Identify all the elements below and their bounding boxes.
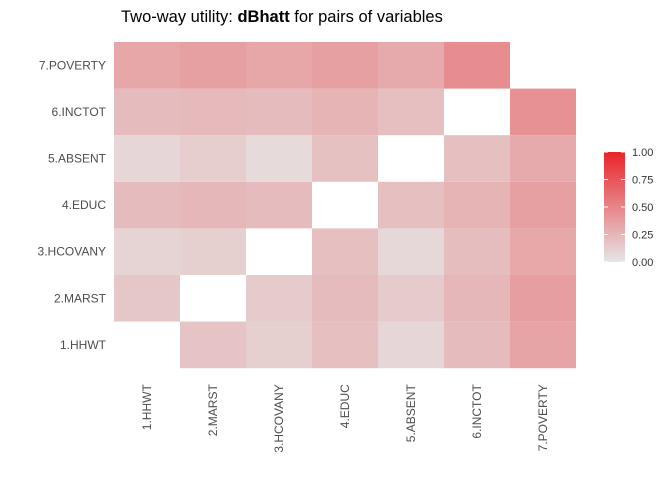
y-axis-labels: 1.HHWT 2.MARST 3.HCOVANY 4.EDUC 5.ABSENT 6.IN…: [38, 58, 107, 352]
heatmap-cell-5-absent-2-marst: [378, 275, 444, 322]
heatmap-cell-3-hcovany-2-marst: [246, 275, 312, 322]
heatmap-cell-4-educ-7-poverty: [312, 42, 378, 89]
heatmap-cell-2-marst-4-educ: [180, 181, 246, 229]
heatmap-cell-1-hhwt-7-poverty: [114, 42, 180, 89]
heatmap-cell-7-poverty-4-educ: [510, 181, 576, 229]
x-tick-label: 6.INCTOT: [470, 384, 484, 439]
x-axis-labels: 1.HHWT 2.MARST 3.HCOVANY 4.EDUC 5.ABSENT 6.IN…: [140, 384, 550, 453]
heatmap-cell-7-poverty-1-hhwt: [510, 321, 576, 369]
chart-title: Two-way utility: dBhatt for pairs of var…: [121, 8, 443, 27]
heatmap-cell-5-absent-7-poverty: [378, 42, 444, 89]
heatmap-cell-3-hcovany-5-absent: [246, 135, 312, 182]
heatmap-cell-5-absent-3-hcovany: [378, 228, 444, 275]
heatmap-cell-1-hhwt-3-hcovany: [114, 228, 180, 275]
x-tick-label: 4.EDUC: [338, 384, 352, 428]
legend-colorbar: [604, 152, 625, 262]
legend-tick-label: 0.75: [632, 175, 653, 187]
heatmap-cell-6-inctot-7-poverty: [444, 42, 510, 89]
x-tick-label: 7.POVERTY: [536, 384, 550, 451]
heatmap-cell-7-poverty-2-marst: [510, 275, 576, 322]
x-tick-label: 1.HHWT: [140, 384, 154, 431]
color-legend: 0.00 0.25 0.50 0.75 1.00: [604, 147, 653, 269]
heatmap-cell-3-hcovany-6-inctot: [246, 88, 312, 136]
heatmap-cell-1-hhwt-2-marst: [114, 275, 180, 322]
heatmap-cell-2-marst-1-hhwt: [180, 321, 246, 369]
heatmap-cell-7-poverty-5-absent: [510, 135, 576, 182]
heatmap-cell-1-hhwt-6-inctot: [114, 88, 180, 136]
heatmap-cell-2-marst-6-inctot: [180, 88, 246, 136]
heatmap-cell-6-inctot-3-hcovany: [444, 228, 510, 275]
heatmap-cell-1-hhwt-5-absent: [114, 135, 180, 182]
heatmap-cell-2-marst-5-absent: [180, 135, 246, 182]
heatmap-cell-2-marst-7-poverty: [180, 42, 246, 89]
heatmap-cell-4-educ-5-absent: [312, 135, 378, 182]
y-tick-label: 5.ABSENT: [48, 152, 107, 166]
heatmap-cell-4-educ-3-hcovany: [312, 228, 378, 275]
heatmap-cell-4-educ-6-inctot: [312, 88, 378, 136]
chart-title-suffix: for pairs of variables: [289, 8, 443, 26]
chart-title-prefix: Two-way utility:: [121, 8, 238, 26]
heatmap-cell-4-educ-1-hhwt: [312, 321, 378, 369]
legend-tick-label: 1.00: [632, 147, 653, 159]
heatmap-cell-5-absent-1-hhwt: [378, 321, 444, 369]
heatmap-cell-5-absent-4-educ: [378, 181, 444, 229]
heatmap-cell-3-hcovany-7-poverty: [246, 42, 312, 89]
y-tick-label: 4.EDUC: [62, 198, 106, 212]
chart-title-metric: dBhatt: [237, 8, 290, 26]
heatmap-cell-5-absent-6-inctot: [378, 88, 444, 136]
y-tick-label: 7.POVERTY: [39, 58, 106, 72]
x-tick-label: 3.HCOVANY: [272, 384, 286, 452]
y-tick-label: 1.HHWT: [60, 338, 107, 352]
y-tick-label: 6.INCTOT: [52, 105, 107, 119]
heatmap-cell-7-poverty-6-inctot: [510, 88, 576, 136]
heatmap-cell-6-inctot-1-hhwt: [444, 321, 510, 369]
legend-tick-label: 0.50: [632, 202, 653, 214]
heatmap-cell-6-inctot-5-absent: [444, 135, 510, 182]
legend-tick-label: 0.25: [632, 230, 653, 242]
heatmap-cell-6-inctot-2-marst: [444, 275, 510, 322]
y-tick-label: 2.MARST: [54, 291, 107, 305]
heatmap-cell-3-hcovany-1-hhwt: [246, 321, 312, 369]
heatmap-cells: [114, 42, 576, 369]
heatmap-cell-3-hcovany-4-educ: [246, 181, 312, 229]
heatmap-cell-6-inctot-4-educ: [444, 181, 510, 229]
x-tick-label: 2.MARST: [206, 384, 220, 437]
legend-tick-label: 0.00: [632, 257, 653, 269]
heatmap-cell-2-marst-3-hcovany: [180, 228, 246, 275]
y-tick-label: 3.HCOVANY: [38, 245, 106, 259]
heatmap-cell-7-poverty-3-hcovany: [510, 228, 576, 275]
x-tick-label: 5.ABSENT: [404, 384, 418, 443]
heatmap-cell-4-educ-2-marst: [312, 275, 378, 322]
heatmap-cell-1-hhwt-4-educ: [114, 181, 180, 229]
